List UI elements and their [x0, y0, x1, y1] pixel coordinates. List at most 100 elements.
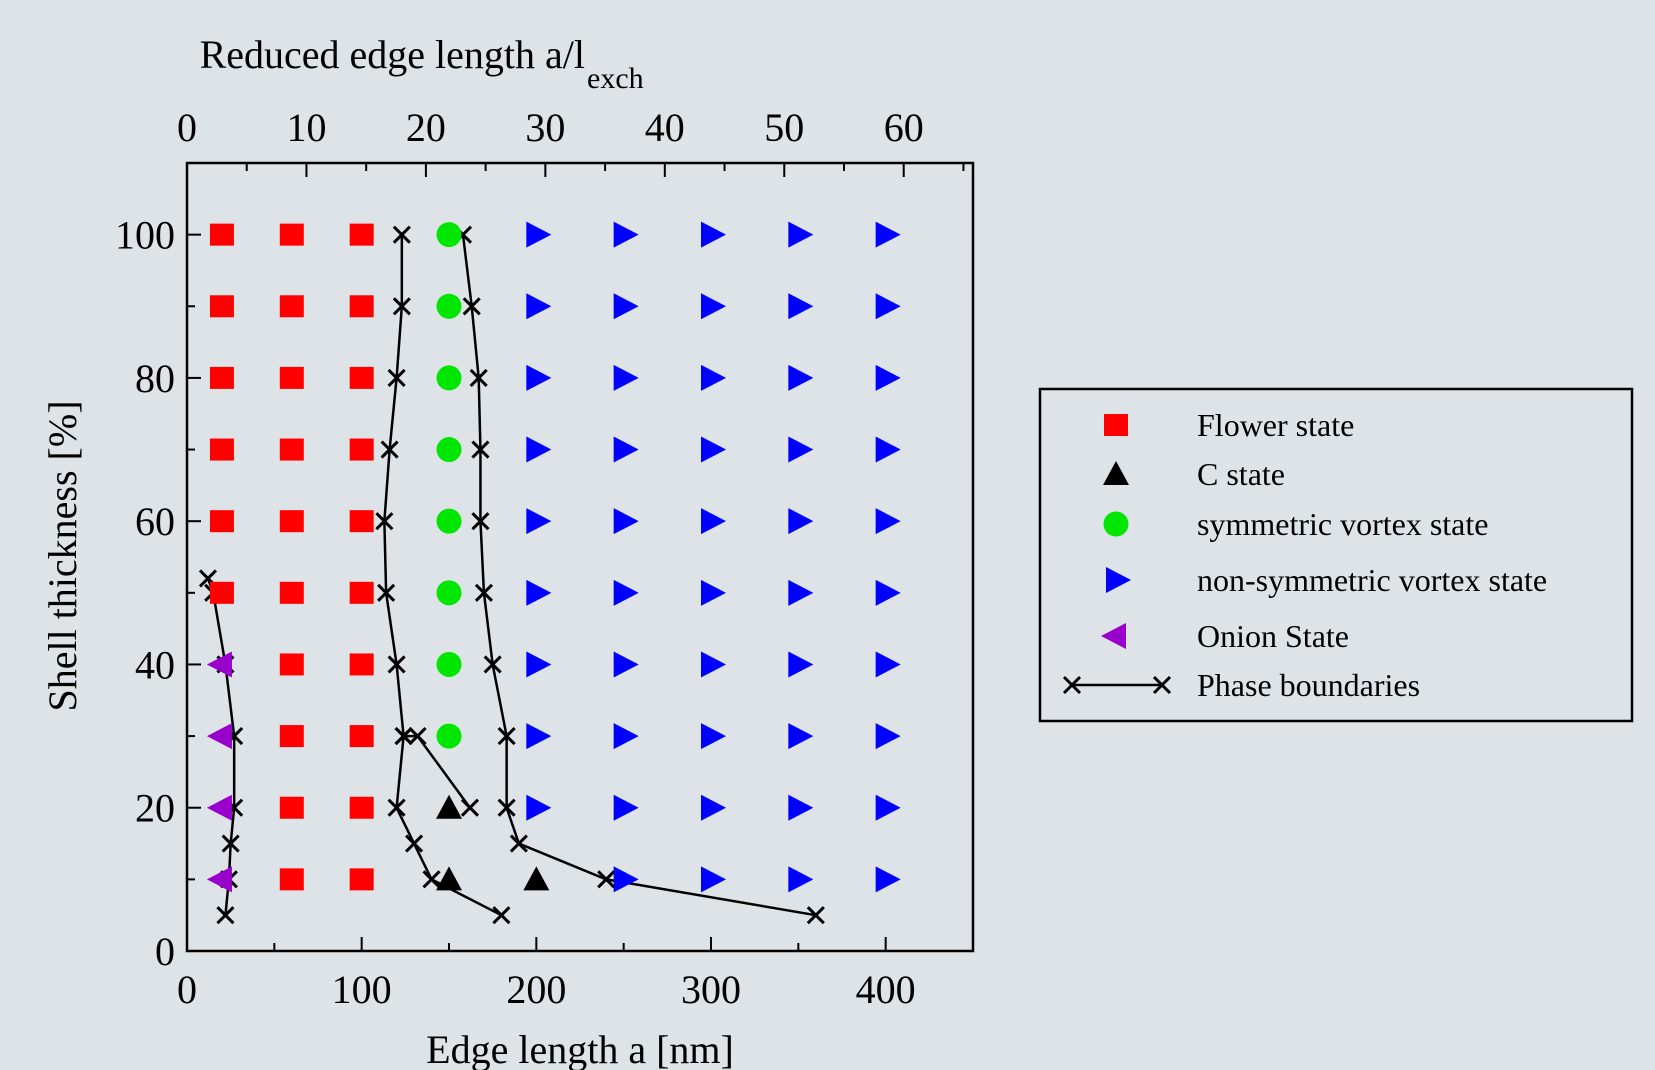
top-axis-title-main: Reduced edge length a/l [200, 32, 585, 77]
legend-label: C state [1197, 456, 1285, 492]
phase-boundary-point [405, 834, 424, 853]
phase-boundary-point [408, 727, 427, 746]
y-tick-label: 0 [155, 929, 175, 974]
top-tick-label: 30 [525, 105, 565, 150]
cross-stroke [387, 655, 406, 674]
non-symmetric-vortex-state-point [875, 866, 901, 893]
legend-label: non-symmetric vortex state [1197, 562, 1547, 598]
x-tick-label: 0 [177, 967, 197, 1012]
non-symmetric-vortex-state-point [875, 508, 901, 535]
cross-stroke [377, 583, 396, 602]
onion-state-point [206, 794, 232, 821]
x-tick-label: 200 [506, 967, 566, 1012]
symmetric-vortex-state-point [436, 365, 462, 391]
non-symmetric-vortex-state-point [526, 221, 552, 248]
phase-boundary-point [509, 834, 528, 853]
non-symmetric-vortex-state-point [526, 651, 552, 678]
symmetric-vortex-state-point [436, 651, 462, 677]
top-tick-label: 40 [645, 105, 685, 150]
legend-marker [1104, 414, 1128, 436]
non-symmetric-vortex-state-point [788, 723, 814, 750]
non-symmetric-vortex-state-point [613, 293, 639, 320]
symmetric-vortex-state-point [436, 508, 462, 534]
legend-label: symmetric vortex state [1197, 506, 1488, 542]
phase-boundary-line [403, 734, 471, 809]
cross-stroke [422, 870, 441, 889]
flower-state-point [349, 295, 374, 318]
non-symmetric-vortex-state-point [701, 651, 726, 678]
flower-state-point [279, 653, 304, 676]
cross-stroke [497, 798, 516, 817]
phase-boundary-point [387, 368, 406, 387]
symmetric-vortex-state-point [436, 723, 462, 749]
cross-stroke [474, 583, 493, 602]
flower-state-point [209, 223, 234, 246]
flower-state-point [279, 868, 304, 891]
cross-stroke [387, 368, 406, 387]
onion-state-point [206, 723, 232, 750]
phase-boundary-point [806, 906, 825, 925]
cross-stroke [492, 906, 511, 925]
cross-stroke [392, 225, 411, 244]
phase-boundary-point [375, 512, 394, 531]
non-symmetric-vortex-state-point [613, 579, 639, 606]
phase-boundary-point [469, 368, 488, 387]
non-symmetric-vortex-state-point [526, 579, 552, 606]
c-state-point [436, 794, 462, 819]
non-symmetric-vortex-state-point [613, 651, 639, 678]
top-tick-label: 0 [177, 105, 197, 150]
flower-state-point [349, 223, 374, 246]
cross-stroke [392, 297, 411, 316]
flower-state-point [209, 581, 234, 604]
non-symmetric-vortex-state-point [613, 723, 639, 750]
flower-state-point [209, 510, 234, 533]
flower-state-point [349, 725, 374, 748]
legend-marker [1103, 461, 1129, 485]
non-symmetric-vortex-state-point [701, 866, 726, 893]
onion-state-point [206, 866, 232, 893]
legend-marker [1106, 567, 1131, 593]
cross-stroke [471, 512, 490, 531]
phase-boundary-point [392, 297, 411, 316]
legend-marker [1103, 511, 1129, 537]
non-symmetric-vortex-state-point [526, 794, 552, 821]
top-axis-title-subscript: exch [587, 62, 644, 95]
legend-label: Phase boundaries [1197, 667, 1420, 703]
flower-state-point [279, 581, 304, 604]
y-tick-label: 20 [135, 786, 175, 831]
non-symmetric-vortex-state-point [788, 221, 814, 248]
x-tick-label: 100 [332, 967, 392, 1012]
non-symmetric-vortex-state-point [875, 579, 901, 606]
phase-boundary-point [422, 870, 441, 889]
non-symmetric-vortex-state-point [701, 293, 726, 320]
phase-boundary-lines [198, 225, 825, 925]
phase-boundary-point [394, 727, 413, 746]
non-symmetric-vortex-state-point [613, 221, 639, 248]
cross-stroke [380, 440, 399, 459]
non-symmetric-vortex-state-point [701, 221, 726, 248]
cross-stroke [387, 798, 406, 817]
legend-marker [1101, 623, 1126, 649]
legend-cross [1152, 675, 1172, 695]
phase-boundary-point [460, 798, 480, 817]
phase-boundary-point [492, 906, 511, 925]
top-axis-title: Reduced edge length a/l [200, 32, 585, 77]
flower-state-point [279, 438, 304, 461]
phase-boundary-point [597, 870, 616, 889]
cross-stroke [1062, 675, 1082, 695]
onion-state-point [206, 651, 232, 678]
data-markers [206, 221, 901, 893]
non-symmetric-vortex-state-point [701, 794, 726, 821]
phase-boundary-line [461, 234, 817, 917]
cross-stroke [471, 440, 490, 459]
flower-state-point [349, 366, 374, 389]
non-symmetric-vortex-state-point [613, 508, 639, 535]
cross-stroke [216, 906, 235, 925]
non-symmetric-vortex-state-point [526, 508, 552, 535]
y-tick-label: 40 [135, 642, 175, 687]
non-symmetric-vortex-state-point [788, 293, 814, 320]
non-symmetric-vortex-state-point [701, 723, 726, 750]
phase-boundary-point [387, 798, 406, 817]
phase-boundary-point [216, 906, 235, 925]
plot-area [185, 161, 975, 953]
